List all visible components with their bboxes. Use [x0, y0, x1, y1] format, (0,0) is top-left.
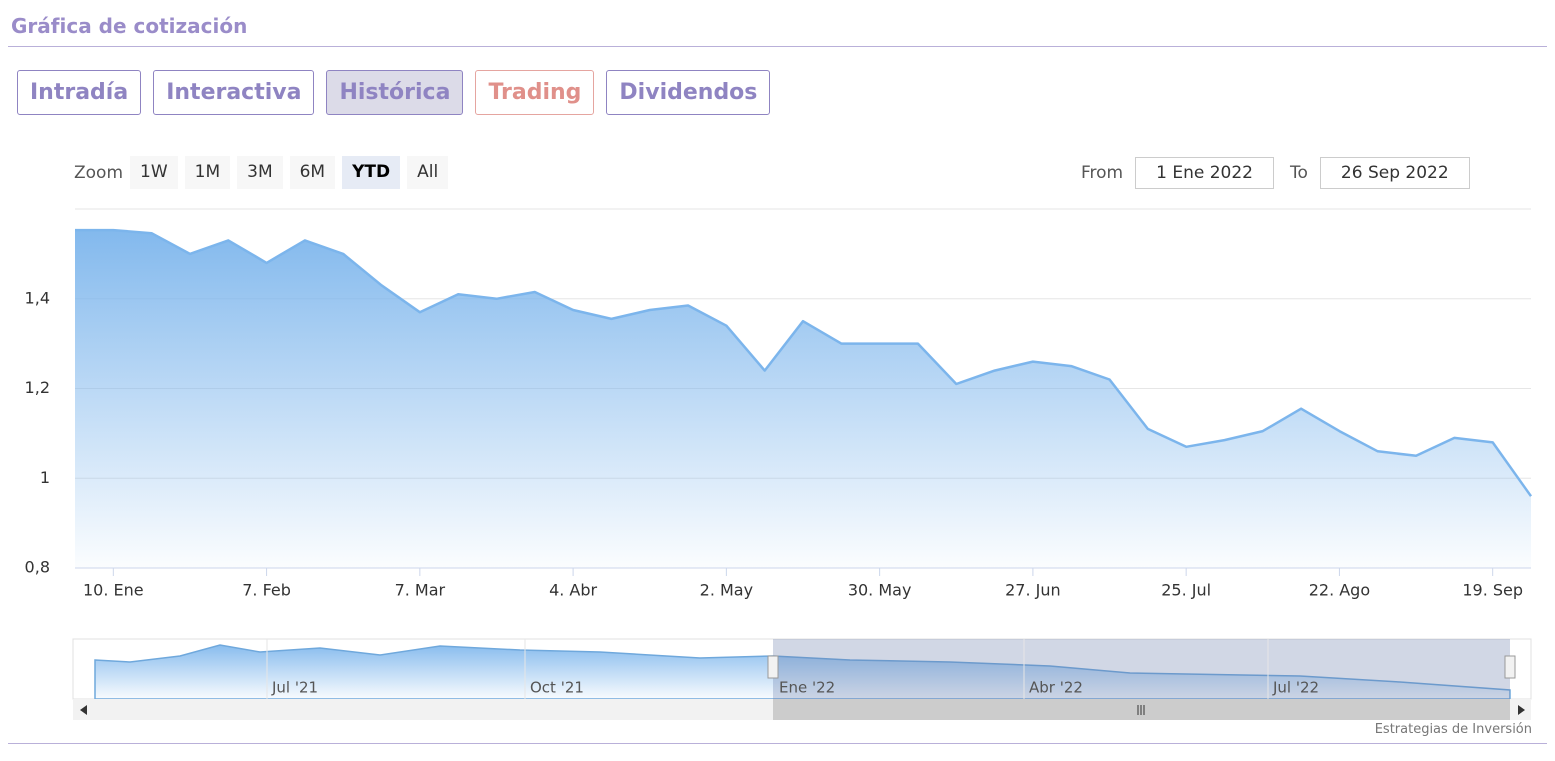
x-tick-label: 27. Jun — [1005, 581, 1061, 600]
x-tick-label: 7. Mar — [395, 581, 446, 600]
x-tick-label: 10. Ene — [83, 581, 144, 600]
y-tick-label: 1 — [40, 468, 50, 487]
x-tick-label: 7. Feb — [242, 581, 291, 600]
zoom-button[interactable]: YTD — [342, 156, 401, 189]
scroll-right[interactable] — [1518, 705, 1525, 715]
navigator-label: Jul '22 — [1272, 679, 1319, 697]
to-label: To — [1290, 163, 1308, 183]
tab[interactable]: Intradía — [17, 70, 142, 115]
x-tick-label: 22. Ago — [1309, 581, 1370, 600]
navigator-label: Ene '22 — [779, 679, 835, 697]
navigator-series — [94, 644, 1511, 700]
range-inputs: From 1 Ene 2022 To 26 Sep 2022 — [1081, 157, 1470, 189]
zoom-button[interactable]: 1M — [184, 156, 231, 189]
from-label: From — [1081, 163, 1124, 183]
divider — [8, 743, 1547, 744]
plot: 0,8 1 1,2 1,4 10. Ene 7. Feb 7. Mar 4. Abr 2. Ma… — [25, 228, 1533, 600]
from-input[interactable]: 1 Ene 2022 — [1135, 157, 1274, 189]
zoom-label: Zoom — [74, 162, 124, 183]
section-title: Gráfica de cotización — [11, 14, 248, 38]
y-tick-label: 1,4 — [25, 288, 50, 307]
y-tick-label: 1,2 — [25, 378, 50, 397]
tab-bar: Intradía Interactiva Histórica Trading D… — [17, 70, 771, 115]
to-input[interactable]: 26 Sep 2022 — [1319, 157, 1470, 189]
navigator-label: Jul '21 — [271, 679, 318, 697]
navigator-mask — [773, 639, 1510, 699]
x-tick-label: 4. Abr — [549, 581, 597, 600]
credit: Estrategias de Inversión — [1374, 722, 1532, 737]
zoom-selector: Zoom 1W 1M 3M 6M YTD All — [74, 156, 449, 189]
navigator-label: Oct '21 — [530, 679, 584, 697]
tab[interactable]: Trading — [475, 70, 595, 115]
navigator-label: Abr '22 — [1029, 679, 1083, 697]
zoom-button[interactable]: 6M — [289, 156, 336, 189]
zoom-button[interactable]: All — [407, 156, 449, 189]
navigator: Jul '21 Oct '21 Ene '22 Abr '22 Jul '22 — [72, 638, 1532, 720]
x-tick-label: 30. May — [848, 581, 912, 600]
zoom-button[interactable]: 3M — [237, 156, 283, 189]
x-tick-label: 2. May — [700, 581, 753, 600]
scroll-left[interactable] — [80, 705, 87, 715]
tab[interactable]: Histórica — [326, 70, 464, 115]
area-fill — [75, 230, 1531, 568]
divider — [8, 46, 1547, 47]
price-line — [75, 228, 1533, 497]
zoom-button[interactable]: 1W — [130, 156, 178, 189]
x-tick-label: 25. Jul — [1161, 581, 1211, 600]
tab[interactable]: Dividendos — [606, 70, 771, 115]
x-tick-label: 19. Sep — [1462, 581, 1523, 600]
tab[interactable]: Interactiva — [153, 70, 315, 115]
y-tick-label: 0,8 — [25, 558, 50, 577]
navigator-handle[interactable] — [1504, 655, 1516, 679]
scrollbar-grip — [1137, 705, 1145, 715]
navigator-handle[interactable] — [767, 655, 779, 679]
